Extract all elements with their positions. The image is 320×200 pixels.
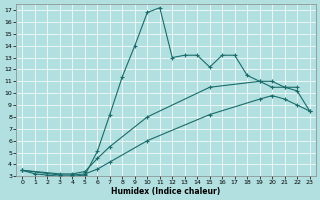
X-axis label: Humidex (Indice chaleur): Humidex (Indice chaleur) [111,187,221,196]
